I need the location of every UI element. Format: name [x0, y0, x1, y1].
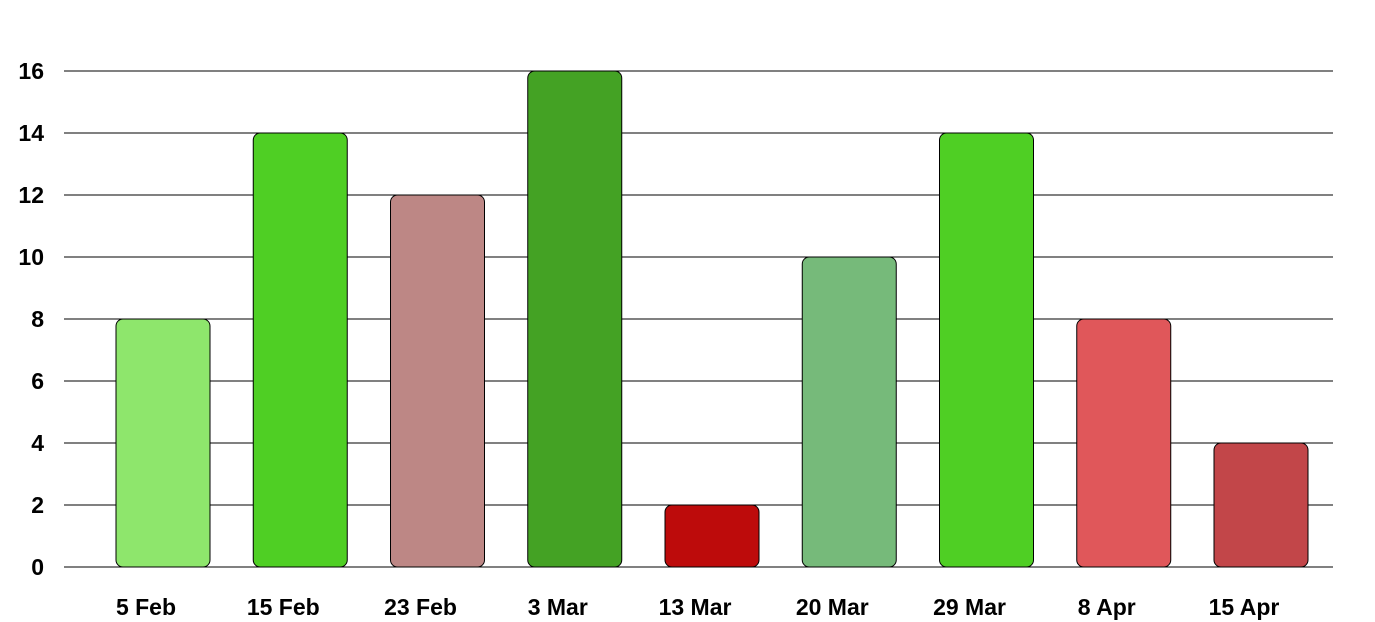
y-tick-label: 14	[18, 120, 44, 146]
x-axis-ticks: 5 Feb 15 Feb 23 Feb 3 Mar 13 Mar 20 Mar 29 Mar…	[116, 594, 1279, 620]
bars	[115, 70, 1309, 568]
bar-23-feb	[390, 194, 485, 568]
y-tick-label: 16	[18, 58, 44, 84]
x-tick-label: 13 Mar	[659, 594, 732, 620]
bar-8-apr	[1076, 318, 1172, 568]
x-tick-label: 8 Apr	[1078, 594, 1136, 620]
y-tick-label: 4	[31, 430, 44, 456]
y-tick-label: 10	[18, 244, 44, 270]
y-axis-ticks: 0 2 4 6 8 10 12 14 16	[18, 58, 44, 580]
y-tick-label: 8	[31, 306, 44, 332]
y-tick-label: 2	[31, 492, 44, 518]
bar-13-mar	[664, 504, 760, 568]
bar-5-feb	[115, 318, 211, 568]
bar-20-mar	[801, 256, 897, 568]
x-tick-label: 15 Apr	[1209, 594, 1280, 620]
bar-15-apr	[1213, 442, 1309, 568]
x-tick-label: 20 Mar	[796, 594, 869, 620]
x-tick-label: 3 Mar	[528, 594, 588, 620]
bar-3-mar	[527, 70, 623, 568]
x-tick-label: 15 Feb	[247, 594, 320, 620]
y-tick-label: 12	[18, 182, 44, 208]
x-tick-label: 29 Mar	[933, 594, 1006, 620]
bar-15-feb	[252, 132, 348, 568]
x-tick-label: 23 Feb	[384, 594, 457, 620]
y-tick-label: 6	[31, 368, 44, 394]
bar-29-mar	[939, 132, 1034, 568]
x-tick-label: 5 Feb	[116, 594, 176, 620]
y-tick-label: 0	[31, 554, 44, 580]
